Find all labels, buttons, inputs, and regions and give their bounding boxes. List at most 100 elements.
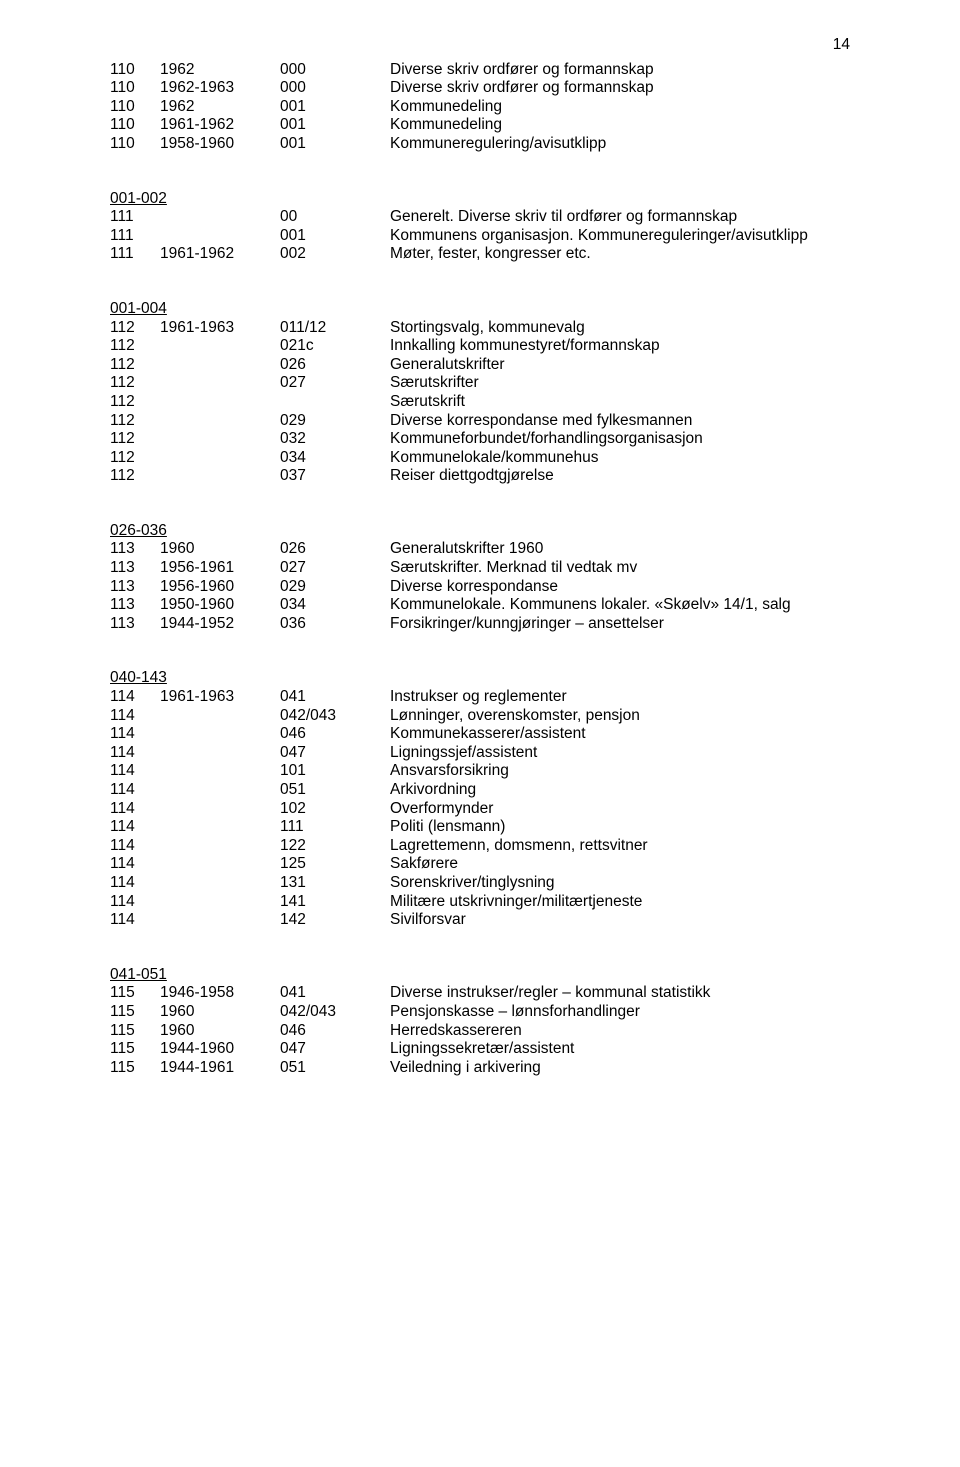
cell-c1: 112: [110, 356, 160, 375]
cell-c2: [160, 744, 280, 763]
section-heading: 040-143: [110, 669, 870, 688]
cell-c1: 110: [110, 135, 160, 154]
cell-c2: 1960: [160, 540, 280, 559]
cell-c1: 114: [110, 893, 160, 912]
cell-c4: Sivilforsvar: [390, 911, 870, 930]
table-row: 1101962-1963000Diverse skriv ordfører og…: [110, 79, 870, 98]
cell-c1: 114: [110, 818, 160, 837]
cell-c3: 047: [280, 744, 390, 763]
cell-c4: Særutskrifter. Merknad til vedtak mv: [390, 559, 870, 578]
section-heading: 041-051: [110, 966, 870, 985]
page-container: 14 1101962000Diverse skriv ordfører og f…: [0, 0, 960, 1135]
table-row: 112Særutskrift: [110, 393, 870, 412]
cell-c2: [160, 374, 280, 393]
cell-c2: 1962-1963: [160, 79, 280, 98]
cell-c1: 114: [110, 762, 160, 781]
cell-c1: 114: [110, 800, 160, 819]
cell-c3: 036: [280, 615, 390, 634]
cell-c1: 114: [110, 707, 160, 726]
cell-c4: Ligningssekretær/assistent: [390, 1040, 870, 1059]
cell-c3: 141: [280, 893, 390, 912]
cell-c3: 111: [280, 818, 390, 837]
cell-c4: Herredskassereren: [390, 1022, 870, 1041]
cell-c4: Ansvarsforsikring: [390, 762, 870, 781]
table-row: 114102Overformynder: [110, 800, 870, 819]
cell-c1: 113: [110, 578, 160, 597]
cell-c4: Kommunelokale. Kommunens lokaler. «Skøel…: [390, 596, 870, 615]
cell-c1: 112: [110, 430, 160, 449]
cell-c4: Kommuneforbundet/forhandlingsorganisasjo…: [390, 430, 870, 449]
cell-c2: [160, 818, 280, 837]
cell-c2: [160, 707, 280, 726]
cell-c3: 046: [280, 1022, 390, 1041]
cell-c2: [160, 893, 280, 912]
cell-c1: 114: [110, 874, 160, 893]
cell-c3: [280, 393, 390, 412]
table-row: 1131960026Generalutskrifter 1960: [110, 540, 870, 559]
cell-c4: Militære utskrivninger/militærtjeneste: [390, 893, 870, 912]
table-row: 114 141Militære utskrivninger/militærtjen…: [110, 893, 870, 912]
cell-c4: Kommunedeling: [390, 98, 870, 117]
cell-c1: 113: [110, 596, 160, 615]
cell-c3: 051: [280, 781, 390, 800]
cell-c3: 027: [280, 559, 390, 578]
cell-c3: 047: [280, 1040, 390, 1059]
table-row: 114051Arkivordning: [110, 781, 870, 800]
cell-c1: 112: [110, 449, 160, 468]
cell-c2: [160, 412, 280, 431]
cell-c1: 112: [110, 319, 160, 338]
page-number: 14: [110, 36, 870, 55]
table-row: 114131Sorenskriver/tinglysning: [110, 874, 870, 893]
table-row: 111001Kommunens organisasjon. Kommunereg…: [110, 227, 870, 246]
table-row: 1121961-1963011/12Stortingsvalg, kommune…: [110, 319, 870, 338]
table-row: 112029Diverse korrespondanse med fylkesm…: [110, 412, 870, 431]
cell-c1: 112: [110, 337, 160, 356]
cell-c3: 027: [280, 374, 390, 393]
cell-c4: Generelt. Diverse skriv til ordfører og …: [390, 208, 870, 227]
table-row: 114047Ligningssjef/assistent: [110, 744, 870, 763]
cell-c4: Møter, fester, kongresser etc.: [390, 245, 870, 264]
cell-c2: 1958-1960: [160, 135, 280, 154]
cell-c4: Kommunekasserer/assistent: [390, 725, 870, 744]
table-row: 114111Politi (lensmann): [110, 818, 870, 837]
table-row: 112034Kommunelokale/kommunehus: [110, 449, 870, 468]
cell-c3: 002: [280, 245, 390, 264]
cell-c2: [160, 449, 280, 468]
table-row: 1131944-1952036Forsikringer/kunngjøringe…: [110, 615, 870, 634]
table-row: 1131950-1960034Kommunelokale. Kommunens …: [110, 596, 870, 615]
cell-c2: 1944-1952: [160, 615, 280, 634]
table-row: 1151944-1960047Ligningssekretær/assisten…: [110, 1040, 870, 1059]
cell-c1: 114: [110, 855, 160, 874]
cell-c2: [160, 911, 280, 930]
cell-c1: 112: [110, 393, 160, 412]
cell-c3: 029: [280, 412, 390, 431]
cell-c1: 114: [110, 725, 160, 744]
cell-c2: 1960: [160, 1022, 280, 1041]
cell-c2: [160, 874, 280, 893]
table-row: 1151946-1958041Diverse instrukser/regler…: [110, 984, 870, 1003]
cell-c1: 112: [110, 467, 160, 486]
table-row: 112026Generalutskrifter: [110, 356, 870, 375]
cell-c2: 1946-1958: [160, 984, 280, 1003]
cell-c3: 021c: [280, 337, 390, 356]
table-row: 11100Generelt. Diverse skriv til ordføre…: [110, 208, 870, 227]
table-row: 114142Sivilforsvar: [110, 911, 870, 930]
cell-c3: 029: [280, 578, 390, 597]
cell-c3: 051: [280, 1059, 390, 1078]
cell-c1: 115: [110, 1022, 160, 1041]
cell-c3: 001: [280, 227, 390, 246]
cell-c4: Stortingsvalg, kommunevalg: [390, 319, 870, 338]
table-row: 1151944-1961051Veiledning i arkivering: [110, 1059, 870, 1078]
table-row: 1151960042/043Pensjonskasse – lønnsforha…: [110, 1003, 870, 1022]
table-row: 114125Sakførere: [110, 855, 870, 874]
table-row: 114042/043Lønninger, overenskomster, pen…: [110, 707, 870, 726]
cell-c2: [160, 762, 280, 781]
cell-c4: Diverse skriv ordfører og formannskap: [390, 79, 870, 98]
table-row: 114 101Ansvarsforsikring: [110, 762, 870, 781]
cell-c3: 034: [280, 596, 390, 615]
cell-c1: 114: [110, 837, 160, 856]
cell-c3: 101: [280, 762, 390, 781]
cell-c4: Lønninger, overenskomster, pensjon: [390, 707, 870, 726]
cell-c1: 114: [110, 744, 160, 763]
cell-c3: 046: [280, 725, 390, 744]
